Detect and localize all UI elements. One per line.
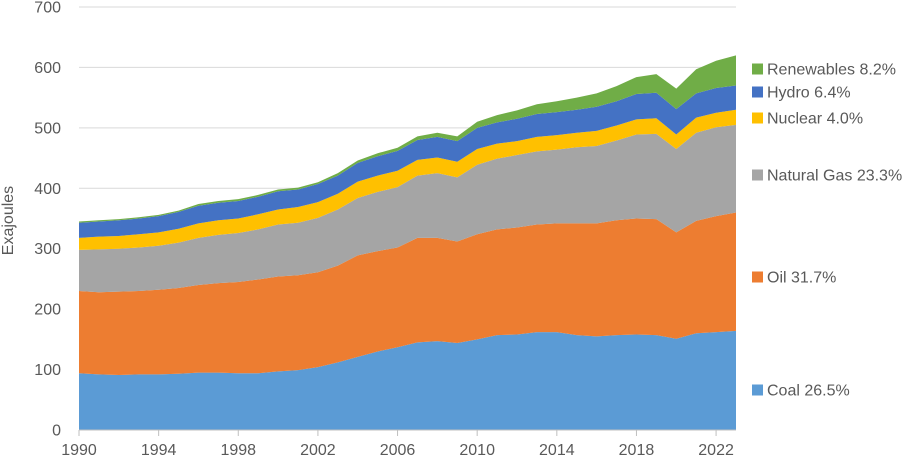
legend-item-coal: Coal 26.5% bbox=[752, 383, 850, 400]
legend: Coal 26.5% Oil 31.7% Natural Gas 23.3% Nucl… bbox=[752, 62, 902, 400]
area-oil bbox=[79, 212, 736, 376]
y-tick-label: 200 bbox=[34, 302, 61, 319]
y-axis-title: Exajoules bbox=[0, 186, 17, 255]
legend-swatch bbox=[752, 384, 763, 396]
legend-label: Natural Gas 23.3% bbox=[767, 168, 902, 185]
axes: 0 100 200 300 400 500 600 700 1990 1994 1998 2002 20… bbox=[0, 0, 736, 459]
x-tick-label: 2006 bbox=[380, 442, 416, 457]
legend-label: Coal 26.5% bbox=[767, 383, 850, 400]
legend-swatch bbox=[752, 86, 763, 98]
y-tick-label: 100 bbox=[34, 362, 61, 379]
x-tick-label: 1994 bbox=[141, 442, 177, 457]
x-tick-label: 2022 bbox=[698, 442, 734, 457]
y-tick-label: 600 bbox=[34, 60, 61, 77]
legend-item-hydro: Hydro 6.4% bbox=[752, 85, 851, 102]
legend-item-renewables: Renewables 8.2% bbox=[752, 62, 896, 79]
x-tick-label: 2002 bbox=[300, 442, 336, 457]
legend-label: Nuclear 4.0% bbox=[767, 111, 863, 128]
area-nuclear bbox=[79, 109, 736, 250]
legend-item-nuclear: Nuclear 4.0% bbox=[752, 111, 863, 128]
legend-label: Oil 31.7% bbox=[767, 270, 836, 287]
x-tick-label: 2010 bbox=[459, 442, 495, 457]
area-natural-gas bbox=[79, 124, 736, 293]
legend-swatch bbox=[752, 169, 763, 181]
legend-label: Hydro 6.4% bbox=[767, 85, 851, 102]
legend-item-natural-gas: Natural Gas 23.3% bbox=[752, 168, 902, 185]
y-tick-label: 300 bbox=[34, 241, 61, 258]
series-areas bbox=[79, 55, 736, 430]
y-tick-label: 400 bbox=[34, 181, 61, 198]
area-hydro bbox=[79, 85, 736, 238]
area-coal bbox=[79, 330, 736, 430]
x-tick-label: 2018 bbox=[619, 442, 655, 457]
y-tick-label: 0 bbox=[52, 423, 61, 440]
legend-swatch bbox=[752, 271, 763, 283]
legend-swatch bbox=[752, 112, 763, 124]
x-tick-label: 1998 bbox=[220, 442, 256, 457]
legend-item-oil: Oil 31.7% bbox=[752, 270, 836, 287]
legend-swatch bbox=[752, 63, 763, 75]
y-tick-label: 500 bbox=[34, 120, 61, 137]
y-tick-label: 700 bbox=[34, 0, 61, 17]
x-tick-label: 2014 bbox=[539, 442, 575, 457]
legend-label: Renewables 8.2% bbox=[767, 62, 896, 79]
x-tick-label: 1990 bbox=[61, 442, 97, 457]
